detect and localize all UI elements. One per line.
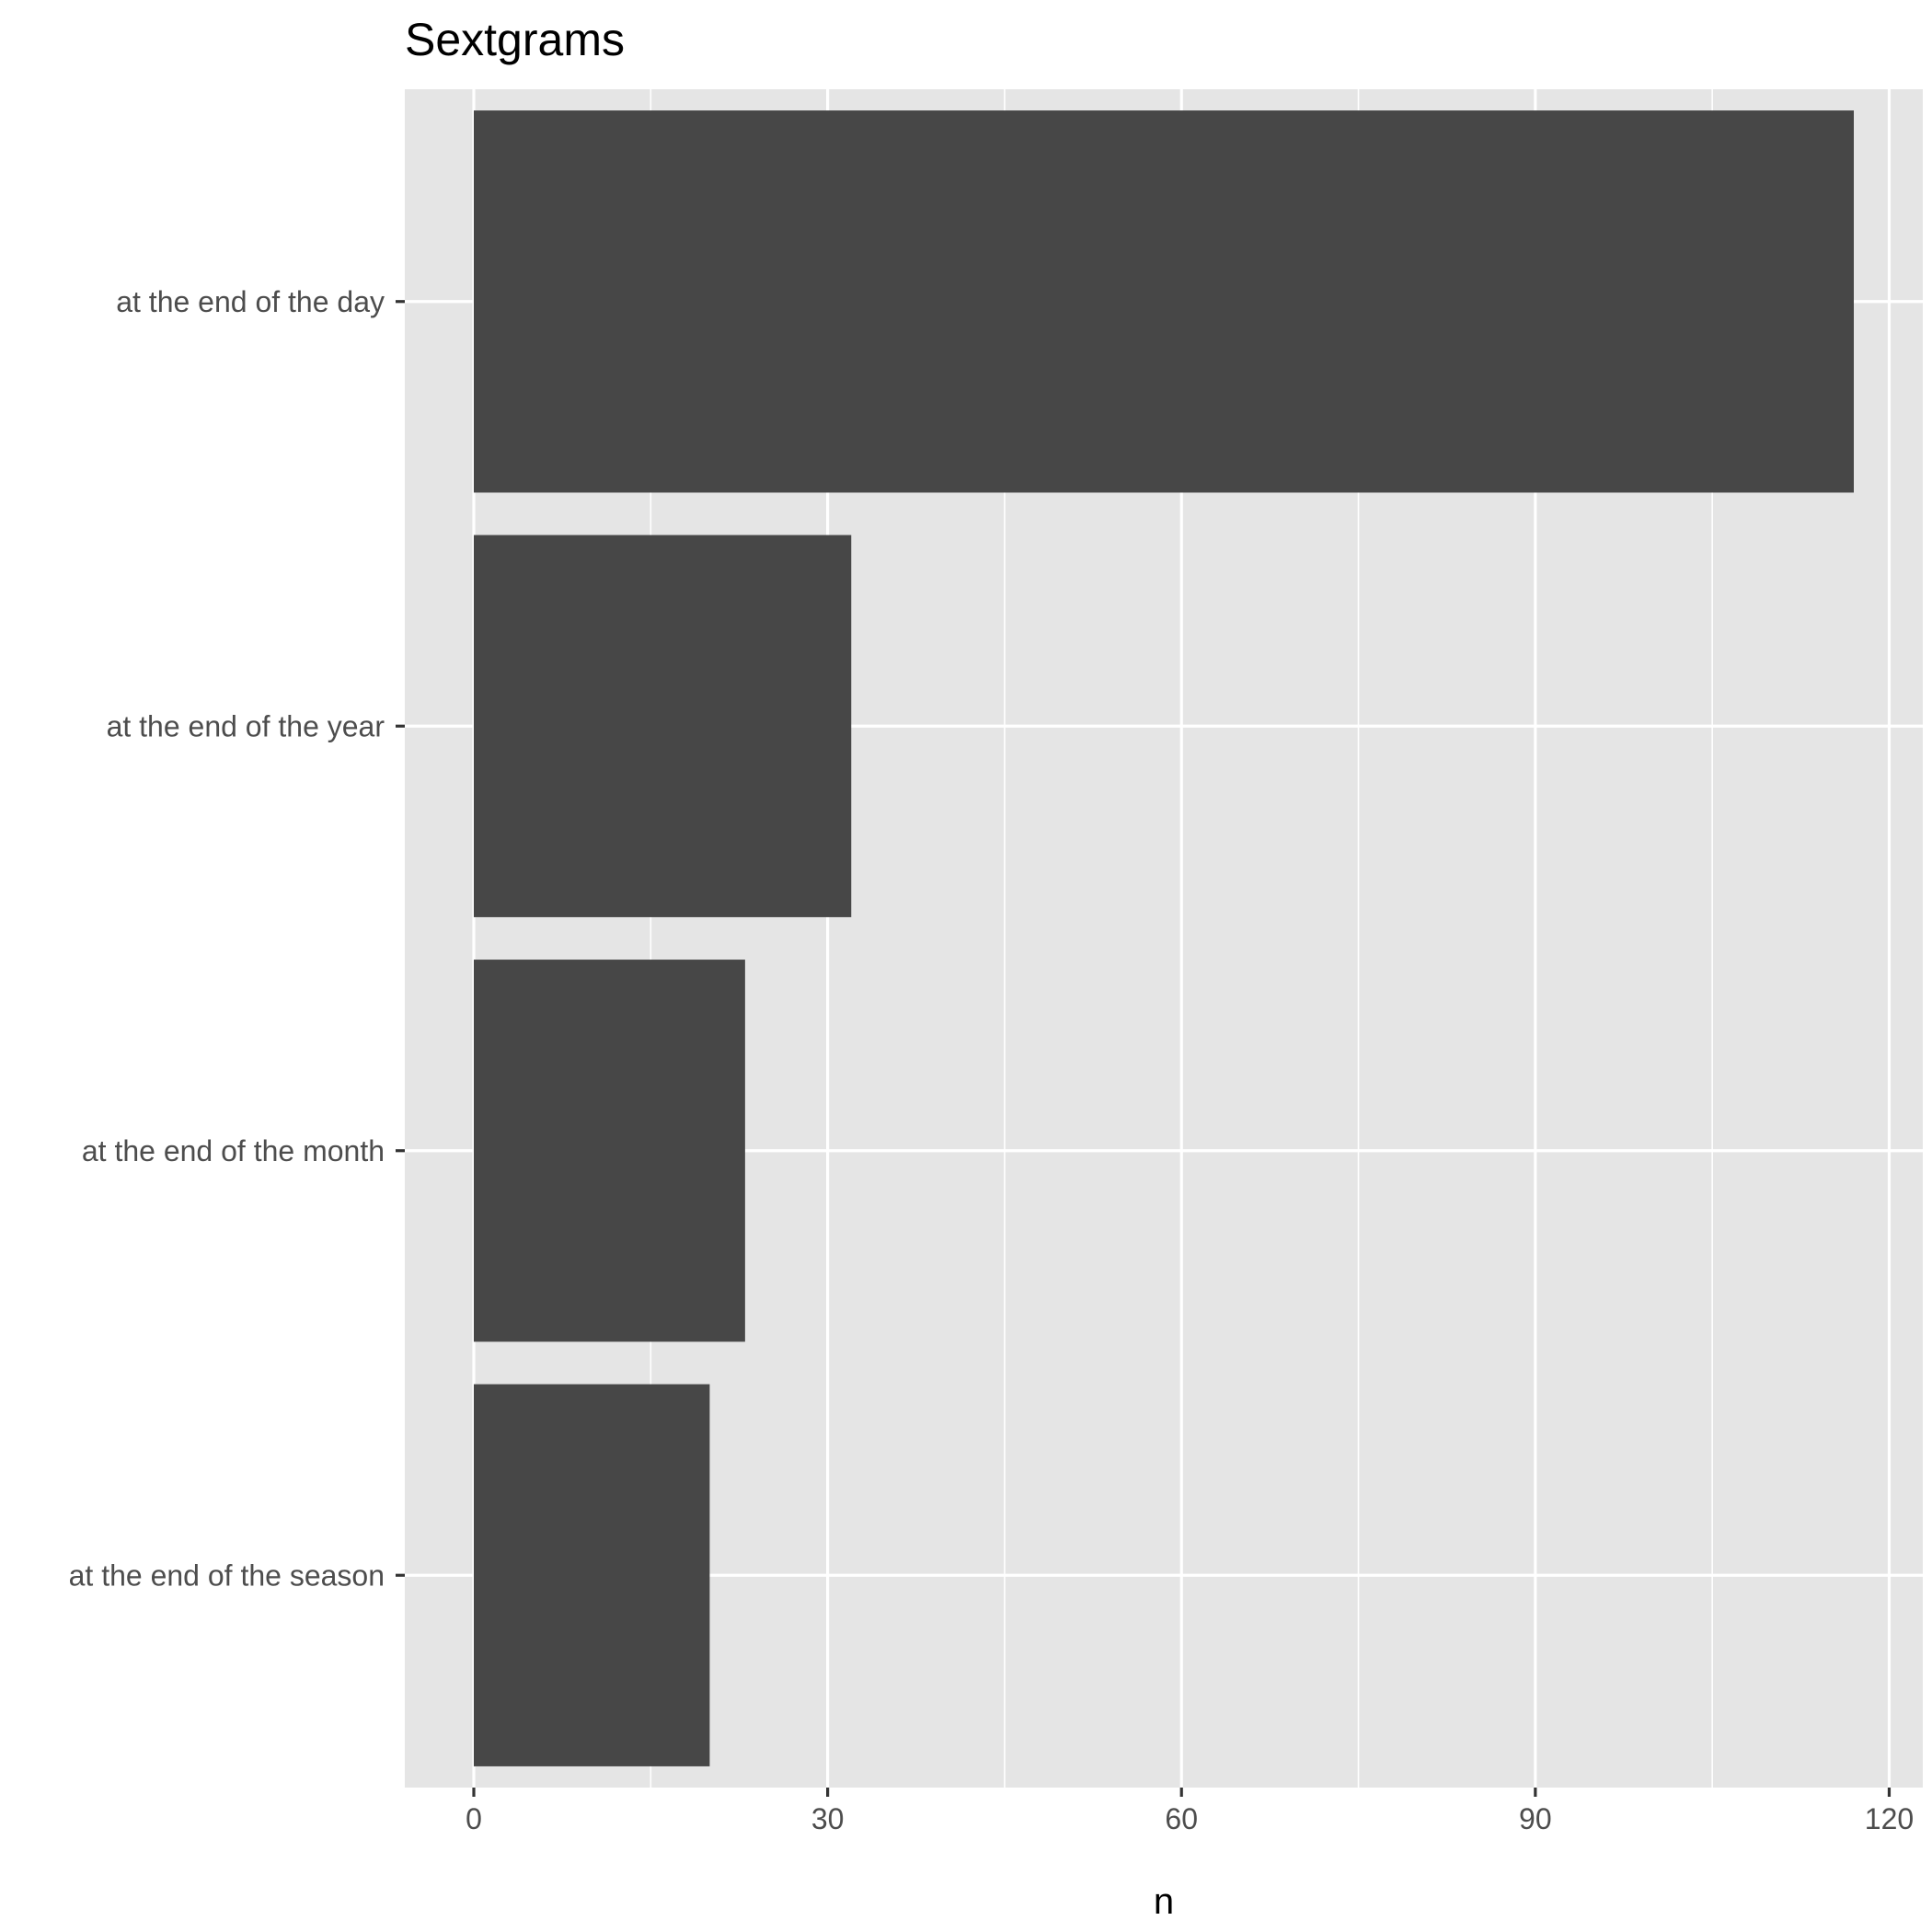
y-tick-label: at the end of the day xyxy=(116,285,385,318)
y-tick-label: at the end of the month xyxy=(82,1134,385,1167)
y-tick-label: at the end of the year xyxy=(107,709,385,742)
y-tick-label: at the end of the season xyxy=(69,1558,385,1592)
x-tick-label: 0 xyxy=(466,1802,482,1835)
bar xyxy=(474,1384,710,1766)
x-tick-label: 30 xyxy=(811,1802,845,1835)
x-axis: 0 30 60 90 120 xyxy=(466,1788,1914,1835)
bars xyxy=(474,110,1854,1766)
y-axis: at the end of the day at the end of the y… xyxy=(69,285,405,1592)
bar xyxy=(474,535,852,917)
bar xyxy=(474,960,745,1342)
x-tick-label: 120 xyxy=(1865,1802,1914,1835)
x-tick-label: 90 xyxy=(1519,1802,1552,1835)
x-tick-label: 60 xyxy=(1165,1802,1198,1835)
x-axis-title: n xyxy=(1154,1881,1174,1922)
chart-title: Sextgrams xyxy=(405,14,625,65)
bar xyxy=(474,110,1854,493)
